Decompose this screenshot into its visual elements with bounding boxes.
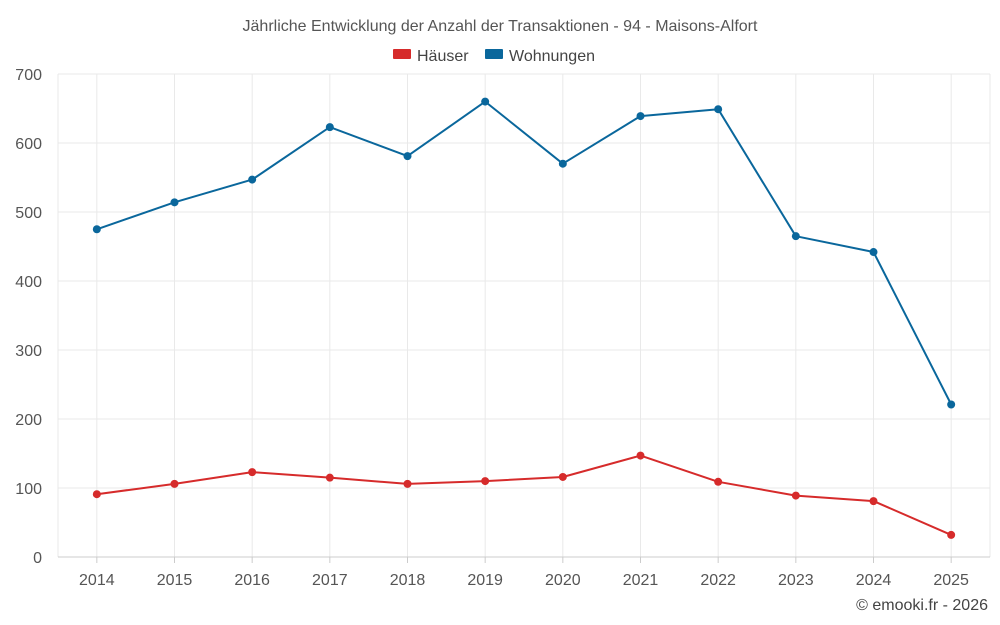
data-point-wohnungen-2021[interactable] xyxy=(636,112,645,121)
data-point-wohnungen-2016[interactable] xyxy=(248,175,257,184)
axes: 0 100 200 300 400 500 600 700 2014 2015 2016 2017 20… xyxy=(15,67,990,589)
data-point-haeuser-2019[interactable] xyxy=(481,477,490,486)
x-tick-label: 2022 xyxy=(700,572,736,589)
y-tick-label: 100 xyxy=(15,481,42,498)
data-point-wohnungen-2014[interactable] xyxy=(92,225,101,234)
y-tick-label: 400 xyxy=(15,274,42,291)
credit-text: © emooki.fr - 2026 xyxy=(856,597,988,614)
x-tick-label: 2023 xyxy=(778,572,814,589)
data-point-wohnungen-2025[interactable] xyxy=(947,400,956,409)
series xyxy=(92,97,956,539)
x-tick-label: 2017 xyxy=(312,572,348,589)
data-point-haeuser-2021[interactable] xyxy=(636,451,645,460)
y-tick-label: 700 xyxy=(15,67,42,84)
x-tick-label: 2019 xyxy=(467,572,503,589)
data-point-haeuser-2022[interactable] xyxy=(714,477,723,486)
legend-label-haeuser: Häuser xyxy=(417,48,469,65)
y-tick-label: 0 xyxy=(33,550,42,567)
data-point-haeuser-2016[interactable] xyxy=(248,468,257,477)
data-point-haeuser-2017[interactable] xyxy=(325,473,334,482)
data-point-wohnungen-2019[interactable] xyxy=(481,97,490,106)
legend-swatch-wohnungen xyxy=(485,49,503,59)
legend: Häuser Wohnungen xyxy=(393,48,595,65)
x-tick-label: 2024 xyxy=(856,572,892,589)
chart-title: Jährliche Entwicklung der Anzahl der Tra… xyxy=(243,18,758,35)
x-tick-label: 2015 xyxy=(157,572,193,589)
series-line-haeuser xyxy=(96,454,952,536)
data-point-haeuser-2015[interactable] xyxy=(170,479,179,488)
series-line-wohnungen xyxy=(96,100,953,405)
y-tick-label: 500 xyxy=(15,205,42,222)
x-tick-label: 2021 xyxy=(623,572,659,589)
data-point-wohnungen-2015[interactable] xyxy=(170,198,179,207)
data-point-haeuser-2025[interactable] xyxy=(947,530,956,539)
data-point-haeuser-2014[interactable] xyxy=(92,490,101,499)
data-point-wohnungen-2022[interactable] xyxy=(714,105,723,114)
y-tick-label: 200 xyxy=(15,412,42,429)
legend-swatch-haeuser xyxy=(393,49,411,59)
y-tick-label: 300 xyxy=(15,343,42,360)
data-point-haeuser-2024[interactable] xyxy=(869,497,878,506)
data-point-wohnungen-2020[interactable] xyxy=(558,159,567,168)
data-point-haeuser-2023[interactable] xyxy=(791,491,800,500)
x-tick-label: 2018 xyxy=(390,572,426,589)
x-tick-label: 2014 xyxy=(79,572,115,589)
x-tick-label: 2025 xyxy=(933,572,969,589)
data-point-haeuser-2018[interactable] xyxy=(403,479,412,488)
grid xyxy=(57,73,991,558)
data-point-wohnungen-2017[interactable] xyxy=(325,123,334,132)
data-point-wohnungen-2023[interactable] xyxy=(791,232,800,241)
y-tick-label: 600 xyxy=(15,136,42,153)
x-tick-label: 2020 xyxy=(545,572,581,589)
data-point-wohnungen-2024[interactable] xyxy=(869,248,878,257)
data-point-wohnungen-2018[interactable] xyxy=(403,152,412,161)
data-point-haeuser-2020[interactable] xyxy=(558,472,567,481)
legend-label-wohnungen: Wohnungen xyxy=(509,48,595,65)
x-tick-label: 2016 xyxy=(234,572,270,589)
